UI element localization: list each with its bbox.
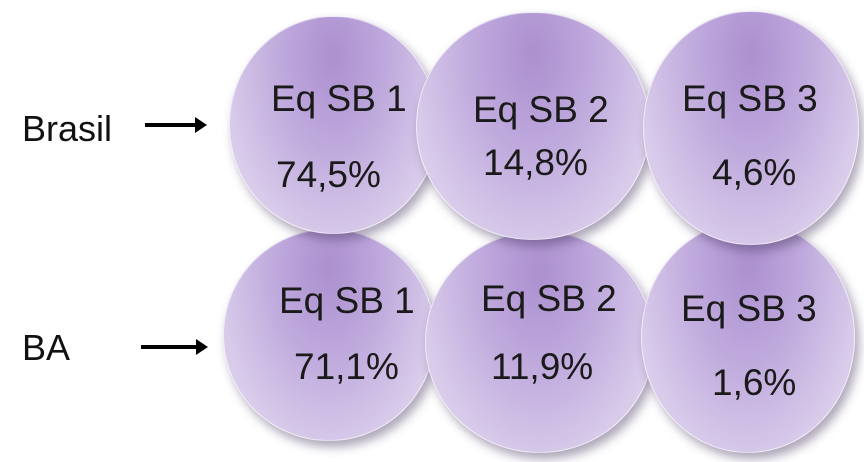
circle-brasil-eq-sb-3 <box>643 11 859 245</box>
arrow-brasil <box>145 117 207 133</box>
circle-brasil-eq-sb-2 <box>416 12 650 240</box>
row-label-ba: BA <box>22 327 71 368</box>
arrow-ba <box>141 339 208 355</box>
brasil-eq-sb-3-name: Eq SB 3 <box>682 78 818 119</box>
brasil-eq-sb-2-name: Eq SB 2 <box>473 89 609 130</box>
circle-ba-eq-sb-1 <box>223 229 435 441</box>
circle-brasil-eq-sb-1 <box>229 16 438 234</box>
ba-eq-sb-2-value: 11,9% <box>491 346 594 387</box>
row-label-brasil: Brasil <box>22 108 113 149</box>
brasil-eq-sb-1-value: 74,5% <box>276 154 381 195</box>
ba-eq-sb-3-name: Eq SB 3 <box>681 288 817 329</box>
ba-eq-sb-3-value: 1,6% <box>712 362 797 403</box>
brasil-eq-sb-2-value: 14,8% <box>483 142 588 183</box>
brasil-eq-sb-3-value: 4,6% <box>712 152 797 193</box>
ba-eq-sb-1-value: 71,1% <box>294 346 399 387</box>
brasil-eq-sb-1-name: Eq SB 1 <box>271 78 407 119</box>
circle-ba-eq-sb-3 <box>641 221 855 453</box>
ba-eq-sb-1-name: Eq SB 1 <box>279 280 415 321</box>
ba-eq-sb-2-name: Eq SB 2 <box>481 278 617 319</box>
circle-ba-eq-sb-2 <box>425 231 654 453</box>
